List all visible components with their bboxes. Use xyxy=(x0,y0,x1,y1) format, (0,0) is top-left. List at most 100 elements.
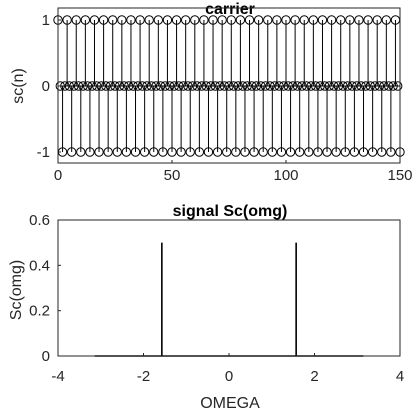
carrier-marker xyxy=(313,147,323,157)
carrier-xtick-label: 0 xyxy=(54,167,62,184)
carrier-marker xyxy=(340,147,350,157)
carrier-marker xyxy=(322,147,332,157)
signal-xtick-label: 0 xyxy=(225,368,233,385)
signal-ytick-label: 0.2 xyxy=(29,303,50,320)
signal-ytick-label: 0.4 xyxy=(29,257,50,274)
carrier-marker xyxy=(194,147,205,157)
signal-yticks: 0 0.2 0.4 0.6 xyxy=(29,212,61,365)
carrier-marker xyxy=(253,15,264,25)
signal-xlabel: OMEGA xyxy=(200,395,260,412)
signal-panel: signal Sc(omg) Sc(omg) OMEGA -4 -2 0 2 4 0 0.… xyxy=(8,203,404,412)
signal-xtick-label: 4 xyxy=(396,368,404,385)
carrier-marker xyxy=(272,15,282,25)
carrier-marker xyxy=(117,15,127,25)
carrier-marker xyxy=(203,147,214,157)
carrier-marker xyxy=(317,15,328,25)
carrier-marker xyxy=(71,15,81,25)
carrier-panel: carrier sc(n) 0 50 100 150 -101 xyxy=(10,1,413,184)
signal-xtick-label: -2 xyxy=(137,368,150,385)
carrier-marker xyxy=(190,15,200,25)
carrier-marker xyxy=(130,147,141,157)
carrier-marker xyxy=(240,147,250,157)
carrier-xtick-label: 100 xyxy=(273,167,298,184)
carrier-marker xyxy=(126,15,136,25)
carrier-ytick-label: -1 xyxy=(37,144,50,161)
carrier-marker xyxy=(231,147,241,157)
signal-axes-box xyxy=(57,219,401,357)
carrier-marker xyxy=(244,15,255,25)
carrier-marker xyxy=(381,15,392,25)
carrier-marker xyxy=(208,15,218,25)
carrier-axes-box xyxy=(57,7,401,164)
carrier-marker xyxy=(290,15,300,25)
carrier-marker xyxy=(354,15,364,25)
carrier-marker xyxy=(386,147,396,157)
carrier-marker xyxy=(308,15,319,25)
carrier-marker xyxy=(276,147,287,157)
carrier-marker xyxy=(144,15,154,25)
carrier-marker xyxy=(180,15,191,25)
carrier-marker xyxy=(358,147,369,157)
signal-ylabel: Sc(omg) xyxy=(8,260,25,320)
signal-series-line xyxy=(94,242,364,357)
carrier-ylabel: sc(n) xyxy=(10,68,27,104)
carrier-marker xyxy=(108,15,118,25)
carrier-marker xyxy=(171,15,182,25)
carrier-marker xyxy=(372,15,382,25)
carrier-marker xyxy=(176,147,186,157)
carrier-marker xyxy=(76,147,86,157)
carrier-marker xyxy=(222,147,232,157)
carrier-marker xyxy=(135,15,145,25)
carrier-marker xyxy=(235,15,246,25)
carrier-marker xyxy=(263,15,273,25)
signal-ytick-label: 0.6 xyxy=(29,212,50,229)
carrier-marker xyxy=(249,147,259,157)
carrier-yticks: -1 0 1 xyxy=(37,12,61,161)
signal-xticks: -4 -2 0 2 4 xyxy=(51,353,404,385)
carrier-marker xyxy=(153,15,164,25)
carrier-marker xyxy=(367,147,378,157)
carrier-marker xyxy=(149,147,159,157)
carrier-marker xyxy=(103,147,113,157)
carrier-marker xyxy=(112,147,122,157)
carrier-marker xyxy=(349,147,360,157)
carrier-marker xyxy=(185,147,195,157)
carrier-marker xyxy=(89,15,100,25)
carrier-marker xyxy=(139,147,150,157)
carrier-marker xyxy=(217,15,227,25)
carrier-marker xyxy=(345,15,355,25)
carrier-marker xyxy=(226,15,236,25)
carrier-title: carrier xyxy=(205,1,255,18)
carrier-marker xyxy=(363,15,373,25)
carrier-marker xyxy=(66,147,77,157)
signal-xtick-label: -4 xyxy=(51,368,64,385)
carrier-ytick-label: 1 xyxy=(42,12,50,29)
carrier-marker xyxy=(258,147,268,157)
carrier-marker xyxy=(267,147,278,157)
signal-ytick-label: 0 xyxy=(42,348,50,365)
carrier-xticks: 0 50 100 150 xyxy=(54,160,413,184)
carrier-marker xyxy=(281,15,291,25)
carrier-xtick-label: 50 xyxy=(164,167,181,184)
carrier-xtick-label: 150 xyxy=(387,167,412,184)
carrier-marker xyxy=(331,147,341,157)
carrier-marker xyxy=(199,15,209,25)
carrier-marker xyxy=(121,147,132,157)
carrier-marker xyxy=(80,15,91,25)
carrier-marker xyxy=(94,147,104,157)
carrier-marker xyxy=(377,147,387,157)
signal-line xyxy=(94,242,364,357)
carrier-marker xyxy=(326,15,337,25)
carrier-marker xyxy=(62,15,72,25)
carrier-marker xyxy=(98,15,109,25)
carrier-marker xyxy=(85,147,95,157)
carrier-stems xyxy=(53,15,405,157)
carrier-marker xyxy=(285,147,296,157)
carrier-marker xyxy=(167,147,177,157)
signal-xtick-label: 2 xyxy=(310,368,318,385)
carrier-ytick-label: 0 xyxy=(42,78,50,95)
carrier-marker xyxy=(336,15,346,25)
carrier-marker xyxy=(299,15,309,25)
carrier-marker xyxy=(162,15,173,25)
